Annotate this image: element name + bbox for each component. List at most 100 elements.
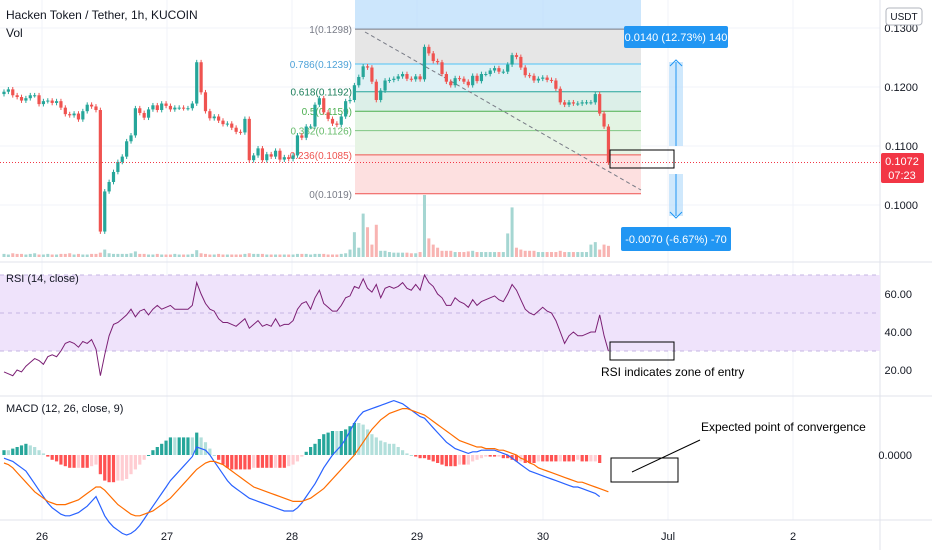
volume-bar [252, 253, 256, 257]
macd-histogram-bar [304, 451, 308, 455]
candle-body [291, 155, 295, 159]
candle-body [295, 135, 300, 156]
price-axis-tick: 0.1100 [885, 141, 918, 153]
macd-histogram-bar [563, 455, 567, 462]
volume-bar [195, 250, 199, 257]
convergence-box [610, 457, 679, 483]
volume-bar [116, 253, 120, 257]
volume-bar [352, 232, 356, 257]
macd-histogram-bar [256, 455, 260, 468]
macd-histogram-bar [541, 455, 545, 462]
volume-bar [20, 253, 24, 257]
candle-body [339, 116, 343, 125]
arrow-head-down [669, 211, 683, 219]
rsi-axis-tick: 40.00 [884, 327, 912, 339]
candle-body [252, 155, 256, 161]
candle-body [107, 181, 111, 192]
volume-bar [98, 252, 102, 257]
volume-bar [317, 253, 321, 257]
candle-body [335, 123, 339, 125]
macd-histogram-bar [523, 455, 527, 463]
candle-body [506, 64, 510, 72]
candle-body [392, 78, 396, 80]
time-axis-tick: 27 [161, 531, 173, 543]
candle-body [387, 79, 392, 81]
candle-body [269, 154, 273, 157]
candle-body [164, 103, 168, 106]
candle-body [563, 102, 567, 105]
macd-histogram-bar [506, 455, 510, 459]
macd-histogram-bar [357, 423, 361, 455]
volume-bar [401, 252, 405, 257]
candle-body [287, 157, 291, 159]
candle-body [243, 118, 247, 133]
candle-body [50, 100, 54, 103]
candle-body [514, 55, 519, 57]
macd-histogram-bar [6, 450, 10, 455]
candle-body [212, 116, 216, 119]
macd-histogram-bar [536, 455, 540, 462]
candle-body [492, 68, 497, 71]
volume-bar [274, 254, 278, 257]
macd-histogram-bar [278, 455, 282, 468]
volume-bar [383, 250, 387, 257]
fib-level-label: 0.382(0.1126) [290, 127, 352, 138]
volume-bar [41, 254, 45, 257]
macd-histogram-bar [151, 450, 155, 455]
candle-body [304, 126, 308, 138]
volume-bar [405, 252, 409, 257]
candle-body [584, 102, 589, 104]
candle-body [203, 92, 208, 112]
candle-body [501, 71, 505, 73]
candle-body [479, 74, 484, 82]
macd-histogram-bar [326, 432, 330, 455]
volume-bar [313, 253, 317, 257]
volume-bar [427, 238, 431, 257]
macd-histogram-bar [466, 455, 470, 465]
volume-bar [510, 207, 514, 257]
macd-histogram-bar [160, 443, 164, 455]
volume-bar [514, 247, 518, 257]
volume-bar [24, 254, 28, 257]
candle-body [370, 67, 374, 82]
macd-histogram-bar [501, 455, 505, 459]
candle-body [63, 107, 67, 115]
volume-bar [541, 252, 545, 257]
volume-bar [225, 254, 229, 257]
candle-body [138, 108, 142, 113]
volume-bar [379, 250, 383, 257]
current-price-badge [881, 153, 924, 183]
candle-body [33, 95, 37, 97]
macd-pane: MACD (12, 26, close, 9) 0.0000 Expected po… [2, 399, 912, 536]
candle-body [313, 104, 317, 127]
price-axis-tick: 0.1300 [884, 23, 918, 35]
candle-body [15, 95, 19, 98]
volume-bar [182, 254, 186, 257]
volume-bar [598, 249, 602, 257]
volume-bar [63, 253, 67, 257]
macd-histogram-bar [409, 455, 413, 456]
candle-body [81, 111, 85, 120]
macd-histogram-bar [41, 453, 46, 455]
volume-bar [392, 252, 396, 257]
candle-body [208, 111, 212, 119]
macd-histogram-bar [103, 455, 107, 481]
macd-histogram-bar [593, 455, 597, 462]
volume-bar [479, 252, 483, 257]
macd-histogram-bar [295, 455, 300, 462]
volume-bar [278, 254, 282, 257]
candle-body [54, 101, 59, 103]
candle-body [545, 77, 549, 80]
candle-body [567, 102, 571, 105]
candle-body [221, 120, 225, 125]
candle-body [19, 97, 24, 101]
volume-bar [444, 250, 448, 257]
volume-bar [567, 252, 571, 257]
macd-histogram-bar [260, 455, 265, 468]
macd-histogram-bar [168, 437, 173, 455]
macd-histogram-bar [129, 455, 133, 475]
candle-body [225, 123, 229, 125]
current-price-label: 0.1072 [885, 156, 919, 168]
candle-body [558, 88, 562, 103]
